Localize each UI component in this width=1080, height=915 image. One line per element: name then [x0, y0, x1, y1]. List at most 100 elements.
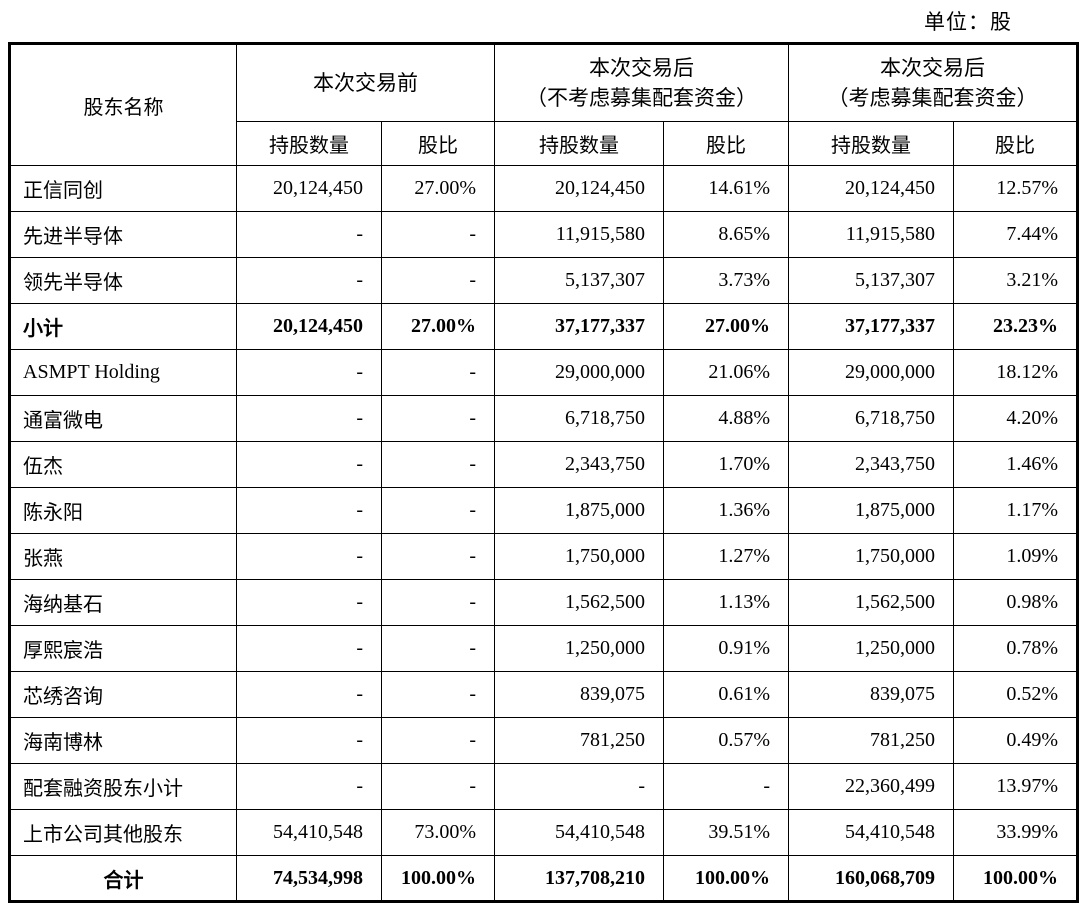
table-row: 张燕 - -1,750,000 1.27% 1,750,000 1.09% [9, 533, 1078, 580]
ratio-cell: 33.99% [953, 809, 1078, 856]
shareholder-name-cell: 正信同创 [9, 165, 237, 212]
ratio-cell: 0.49% [953, 717, 1078, 764]
header-group-after-with-financing-title: 本次交易后 [880, 55, 985, 80]
table-row: 上市公司其他股东 54,410,548 73.00% 54,410,548 39.51%… [9, 809, 1078, 856]
shares-cell: - [236, 395, 382, 442]
shares-cell: - [236, 487, 382, 534]
shares-cell: 1,250,000 [788, 625, 954, 672]
shares-cell: 5,137,307 [788, 257, 954, 304]
table-row: 正信同创 20,124,450 27.00% 20,124,450 14.61% 20,1… [9, 165, 1078, 212]
ratio-cell: 3.73% [663, 257, 789, 304]
table-header: 股东名称 本次交易前 本次交易后 （不考虑募集配套资金） 本次交易后 （考虑募集… [9, 43, 1078, 166]
shareholder-name-cell: 合计 [9, 855, 237, 902]
shares-cell: 839,075 [788, 671, 954, 718]
unit-label: 单位：股 [924, 10, 1012, 34]
shares-cell: 29,000,000 [494, 349, 664, 396]
ratio-cell: 23.23% [953, 303, 1078, 350]
shares-cell: - [236, 579, 382, 626]
table-row: 芯绣咨询 - -839,075 0.61% 839,075 0.52% [9, 671, 1078, 718]
shares-cell: - [236, 625, 382, 672]
shares-cell: 11,915,580 [788, 211, 954, 258]
ratio-cell: 3.21% [953, 257, 1078, 304]
table-row: 陈永阳 - -1,875,000 1.36% 1,875,000 1.17% [9, 487, 1078, 534]
table-row: 海南博林 - -781,250 0.57% 781,250 0.49% [9, 717, 1078, 764]
shares-cell: 781,250 [494, 717, 664, 764]
ratio-cell: 12.57% [953, 165, 1078, 212]
ratio-cell: - [381, 395, 495, 442]
table-row: 伍杰 - -2,343,750 1.70% 2,343,750 1.46% [9, 441, 1078, 488]
shares-cell: 1,875,000 [788, 487, 954, 534]
shares-cell: 839,075 [494, 671, 664, 718]
header-sub-row: 持股数量 股比 持股数量 股比 持股数量 股比 [10, 121, 1078, 166]
ratio-cell: - [381, 349, 495, 396]
shares-cell: 6,718,750 [494, 395, 664, 442]
shareholder-name-cell: 海纳基石 [9, 579, 237, 626]
ratio-cell: - [381, 487, 495, 534]
shares-cell: 20,124,450 [236, 303, 382, 350]
ratio-cell: 1.17% [953, 487, 1078, 534]
header-ratio-before: 股比 [381, 121, 495, 166]
table-row: 配套融资股东小计 - - - -22,360,499 13.97% [9, 763, 1078, 810]
ratio-cell: 0.78% [953, 625, 1078, 672]
shares-cell: 54,410,548 [494, 809, 664, 856]
shares-cell: - [236, 763, 382, 810]
ratio-cell: - [381, 671, 495, 718]
table-row: 厚熙宸浩 - -1,250,000 0.91% 1,250,000 0.78% [9, 625, 1078, 672]
ratio-cell: - [381, 579, 495, 626]
ratio-cell: 18.12% [953, 349, 1078, 396]
table-row: 海纳基石 - -1,562,500 1.13% 1,562,500 0.98% [9, 579, 1078, 626]
shares-cell: 29,000,000 [788, 349, 954, 396]
ratio-cell: 7.44% [953, 211, 1078, 258]
shares-cell: 5,137,307 [494, 257, 664, 304]
header-shares-after-no-financing: 持股数量 [494, 121, 664, 166]
ratio-cell: 39.51% [663, 809, 789, 856]
shares-cell: 20,124,450 [494, 165, 664, 212]
shareholder-name-cell: 芯绣咨询 [9, 671, 237, 718]
table-row: 合计 74,534,998 100.00% 137,708,210 100.00% 160… [9, 855, 1078, 902]
shareholder-name-cell: 先进半导体 [9, 211, 237, 258]
shareholder-name-cell: 上市公司其他股东 [9, 809, 237, 856]
ratio-cell: 27.00% [381, 303, 495, 350]
ratio-cell: 27.00% [381, 165, 495, 212]
shares-cell: 2,343,750 [788, 441, 954, 488]
shares-cell: 74,534,998 [236, 855, 382, 902]
ratio-cell: - [381, 441, 495, 488]
ratio-cell: 0.98% [953, 579, 1078, 626]
shares-cell: 160,068,709 [788, 855, 954, 902]
ratio-cell: 100.00% [381, 855, 495, 902]
ratio-cell: 1.13% [663, 579, 789, 626]
header-group-after-with-financing: 本次交易后 （考虑募集配套资金） [788, 43, 1078, 122]
shares-cell: - [236, 671, 382, 718]
shares-cell: 11,915,580 [494, 211, 664, 258]
shares-cell: 54,410,548 [788, 809, 954, 856]
shares-cell: 20,124,450 [236, 165, 382, 212]
shares-cell: 22,360,499 [788, 763, 954, 810]
shareholder-name-cell: ASMPT Holding [9, 349, 237, 396]
ratio-cell: 73.00% [381, 809, 495, 856]
ratio-cell: 100.00% [663, 855, 789, 902]
header-group-before-title: 本次交易前 [313, 70, 418, 95]
shareholder-name-cell: 通富微电 [9, 395, 237, 442]
ratio-cell: 13.97% [953, 763, 1078, 810]
header-ratio-after-no-financing: 股比 [663, 121, 789, 166]
shareholder-name-cell: 张燕 [9, 533, 237, 580]
ratio-cell: 4.88% [663, 395, 789, 442]
ratio-cell: 1.09% [953, 533, 1078, 580]
shareholder-name-cell: 陈永阳 [9, 487, 237, 534]
table-row: 通富微电 - -6,718,750 4.88% 6,718,750 4.20% [9, 395, 1078, 442]
ratio-cell: 1.36% [663, 487, 789, 534]
shareholder-name-cell: 配套融资股东小计 [9, 763, 237, 810]
shares-cell: 1,750,000 [494, 533, 664, 580]
shares-cell: 137,708,210 [494, 855, 664, 902]
ratio-cell: 27.00% [663, 303, 789, 350]
shares-cell: - [236, 533, 382, 580]
header-group-after-no-financing-subtitle: （不考虑募集配套资金） [526, 86, 757, 110]
ratio-cell: 100.00% [953, 855, 1078, 902]
ratio-cell: 0.52% [953, 671, 1078, 718]
header-shareholder-name: 股东名称 [9, 43, 237, 166]
shareholder-name-cell: 小计 [9, 303, 237, 350]
ratio-cell: - [381, 717, 495, 764]
shares-cell: 54,410,548 [236, 809, 382, 856]
shares-cell: 37,177,337 [494, 303, 664, 350]
